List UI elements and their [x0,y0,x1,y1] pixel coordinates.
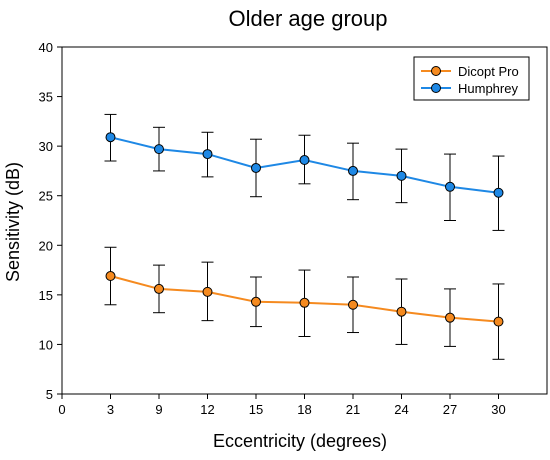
legend-label: Dicopt Pro [458,64,519,79]
legend: Dicopt Pro Humphrey [413,56,530,101]
x-tick-label: 15 [249,402,263,417]
data-point [493,316,504,327]
y-tick-label: 40 [39,40,53,55]
data-point [299,297,310,308]
y-tick-label: 15 [39,288,53,303]
legend-box [413,56,530,101]
data-point [202,149,213,160]
series-dicopt-pro [104,246,505,360]
x-tick-label: 0 [58,402,65,417]
data-point [154,283,164,294]
data-point [348,299,358,310]
data-point [493,187,504,198]
chart-title: Older age group [229,6,388,31]
series-humphrey [104,113,505,231]
y-tick-label: 25 [39,189,53,204]
y-tick-label: 35 [39,90,53,105]
x-tick-label: 21 [346,402,360,417]
legend-marker [431,83,441,93]
data-point [396,306,407,317]
x-tick-label: 27 [443,402,457,417]
x-tick-label: 3 [107,402,114,417]
x-tick-label: 24 [394,402,408,417]
x-tick-label: 12 [200,402,214,417]
data-point [251,162,261,173]
legend-marker [431,66,441,76]
data-point [445,312,455,323]
y-tick-label: 30 [39,139,53,154]
y-tick-label: 5 [46,387,53,402]
plot-area: 5 10 15 20 25 30 35 40 0 3 9 12 15 18 21 24 27 30 [39,40,548,417]
data-point [105,271,116,282]
x-tick-label: 18 [297,402,311,417]
legend-label: Humphrey [458,81,518,96]
x-tick-label: 30 [491,402,505,417]
data-point [202,286,213,297]
x-axis-label: Eccentricity (degrees) [213,431,387,451]
y-tick-label: 20 [39,238,53,253]
data-point [299,155,310,166]
data-point [348,165,358,176]
data-point [251,296,261,307]
y-axis-label: Sensitivity (dB) [3,162,23,282]
data-point [105,132,116,143]
data-point [396,170,407,181]
y-tick-label: 10 [39,337,53,352]
data-point [154,144,164,155]
data-point [445,181,455,192]
x-tick-label: 9 [155,402,162,417]
